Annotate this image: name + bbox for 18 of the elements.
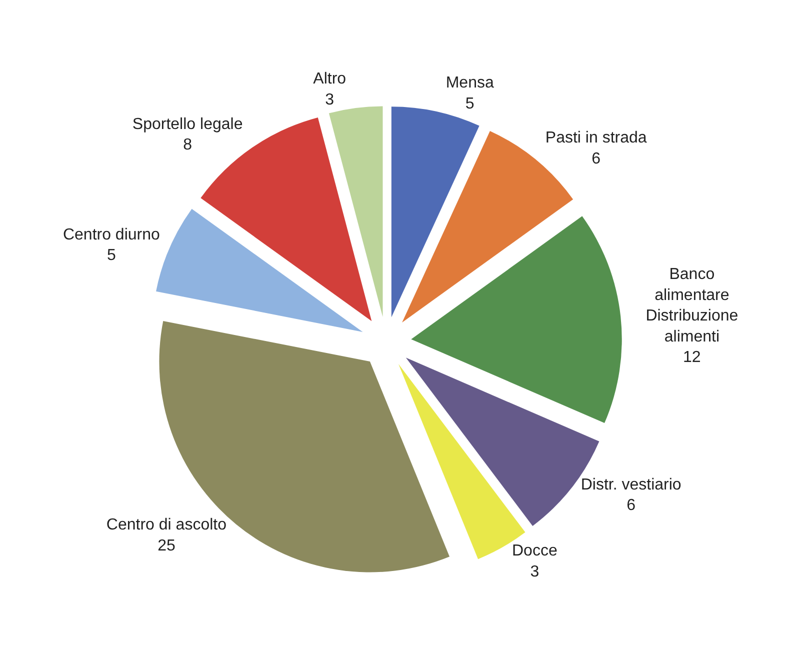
slice-label: Docce	[512, 542, 558, 560]
slice-label: Sportello legale	[132, 116, 243, 133]
slice-label: Pasti in strada	[545, 130, 647, 147]
data-label: 3	[530, 563, 540, 580]
slice-label: Centro di ascolto	[106, 516, 227, 534]
data-label: 6	[592, 150, 601, 168]
slice-label: Centro diurno	[62, 226, 160, 244]
data-label: 5	[106, 247, 116, 264]
data-label: 6	[626, 497, 636, 514]
data-label: 12	[683, 349, 701, 366]
slice-label: Distr. vestiario	[580, 476, 682, 494]
slice-label: Mensa	[446, 74, 494, 92]
data-label: 3	[325, 91, 334, 108]
data-label: 8	[183, 136, 192, 154]
data-label: 5	[465, 95, 474, 112]
slice-label: Altro	[313, 70, 346, 88]
data-label: 25	[158, 537, 176, 554]
slice-label: Banco alimentare Distribuzione alimenti	[646, 266, 738, 346]
